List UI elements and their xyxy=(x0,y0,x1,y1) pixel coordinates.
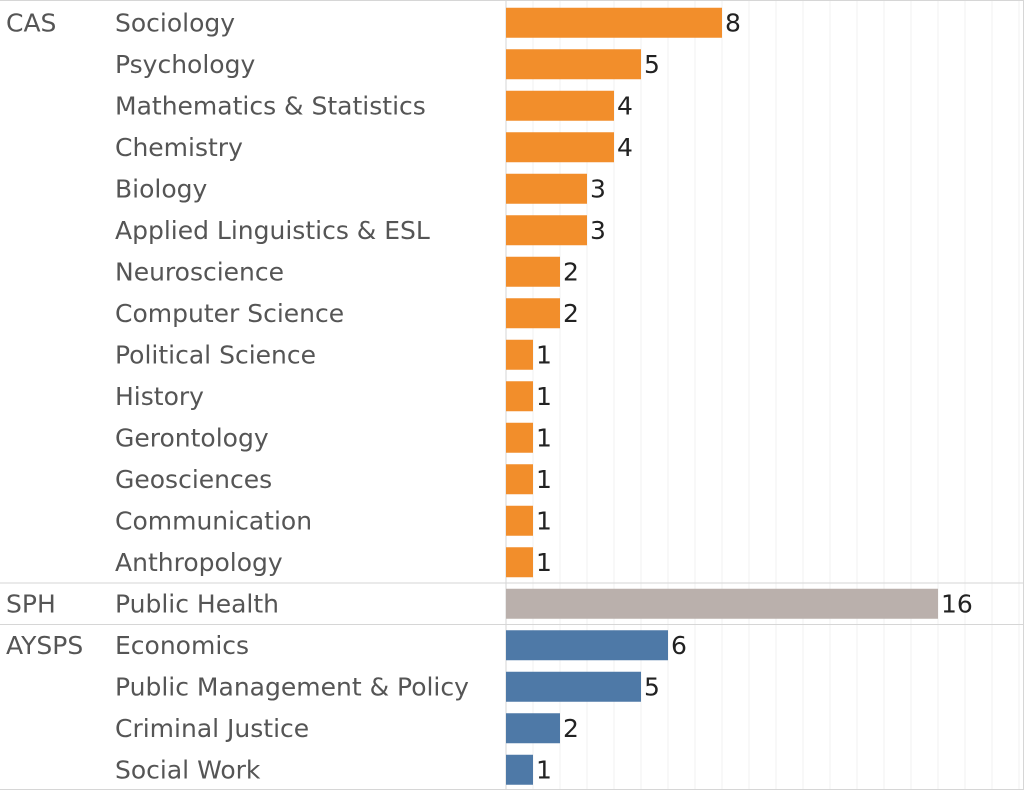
bar-public-management-and-policy xyxy=(506,671,641,702)
bar-political-science xyxy=(506,339,533,370)
category-label-sociology: Sociology xyxy=(115,8,235,37)
bar-public-health xyxy=(506,588,938,619)
value-label-geosciences: 1 xyxy=(536,465,552,494)
category-label-anthropology: Anthropology xyxy=(115,548,283,577)
category-label-geosciences: Geosciences xyxy=(115,465,272,494)
value-label-psychology: 5 xyxy=(644,50,660,79)
value-label-history: 1 xyxy=(536,382,552,411)
bars xyxy=(506,7,938,785)
category-label-applied-linguistics-and-esl: Applied Linguistics & ESL xyxy=(115,216,430,245)
bar-biology xyxy=(506,173,587,204)
labels: CAS Sociology 8 Psychology 5 Mathematics & St… xyxy=(6,8,973,784)
value-label-neuroscience: 2 xyxy=(563,257,579,286)
group-label-sph: SPH xyxy=(6,589,56,618)
value-label-chemistry: 4 xyxy=(617,133,633,162)
category-label-computer-science: Computer Science xyxy=(115,299,344,328)
bar-economics xyxy=(506,630,668,661)
bar-geosciences xyxy=(506,464,533,495)
category-label-public-management-and-policy: Public Management & Policy xyxy=(115,672,469,701)
category-label-neuroscience: Neuroscience xyxy=(115,257,284,286)
value-label-communication: 1 xyxy=(536,506,552,535)
bar-computer-science xyxy=(506,298,560,329)
bar-chemistry xyxy=(506,132,614,163)
bar-social-work xyxy=(506,754,533,785)
category-label-economics: Economics xyxy=(115,631,249,660)
value-label-computer-science: 2 xyxy=(563,299,579,328)
value-label-criminal-justice: 2 xyxy=(563,714,579,743)
value-label-sociology: 8 xyxy=(725,8,741,37)
value-label-social-work: 1 xyxy=(536,755,552,784)
category-label-political-science: Political Science xyxy=(115,340,316,369)
value-label-political-science: 1 xyxy=(536,340,552,369)
value-label-anthropology: 1 xyxy=(536,548,552,577)
bar-communication xyxy=(506,505,533,536)
category-label-gerontology: Gerontology xyxy=(115,423,269,452)
bar-anthropology xyxy=(506,547,533,578)
category-label-history: History xyxy=(115,382,204,411)
category-label-public-health: Public Health xyxy=(115,589,279,618)
category-label-social-work: Social Work xyxy=(115,755,261,784)
category-label-chemistry: Chemistry xyxy=(115,133,243,162)
bar-mathematics-and-statistics xyxy=(506,90,614,121)
group-label-cas: CAS xyxy=(6,8,56,37)
value-label-economics: 6 xyxy=(671,631,687,660)
bar-psychology xyxy=(506,49,641,80)
bar-applied-linguistics-and-esl xyxy=(506,215,587,246)
grid-lines xyxy=(505,0,1020,790)
bar-sociology xyxy=(506,7,722,38)
value-label-public-health: 16 xyxy=(941,589,973,618)
category-label-biology: Biology xyxy=(115,174,208,203)
category-label-mathematics-and-statistics: Mathematics & Statistics xyxy=(115,91,426,120)
value-label-biology: 3 xyxy=(590,174,606,203)
category-label-psychology: Psychology xyxy=(115,50,255,79)
value-label-applied-linguistics-and-esl: 3 xyxy=(590,216,606,245)
category-label-communication: Communication xyxy=(115,506,312,535)
bar-history xyxy=(506,381,533,412)
bar-neuroscience xyxy=(506,256,560,287)
category-label-criminal-justice: Criminal Justice xyxy=(115,714,309,743)
value-label-public-management-and-policy: 5 xyxy=(644,672,660,701)
bar-gerontology xyxy=(506,422,533,453)
value-label-gerontology: 1 xyxy=(536,423,552,452)
value-label-mathematics-and-statistics: 4 xyxy=(617,91,633,120)
group-label-aysps: AYSPS xyxy=(6,631,83,660)
bar-criminal-justice xyxy=(506,713,560,744)
